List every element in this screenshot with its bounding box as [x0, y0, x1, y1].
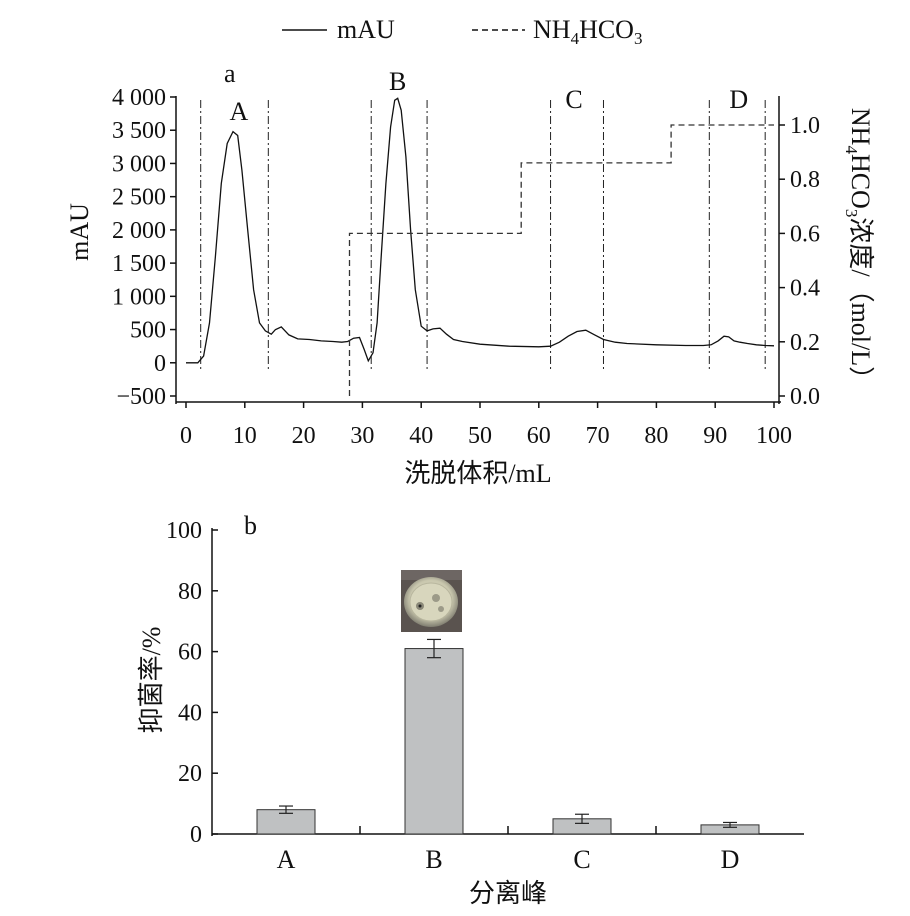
- y-tick-label: 80: [178, 579, 202, 605]
- y-left-tick-label: 500: [130, 318, 166, 344]
- y-right-tick-label: 0.6: [790, 221, 820, 247]
- y-right-tick-label: 0.0: [790, 384, 820, 410]
- legend: mAU NH4HCO3: [282, 15, 642, 48]
- x-category-label: A: [277, 845, 296, 874]
- panel-b-y-ticks: 100 80 60 40 20 0: [166, 518, 218, 848]
- panel-a-xlabel: 洗脱体积/mL: [404, 459, 551, 488]
- bar: [404, 648, 464, 835]
- x-tick-label: 30: [350, 423, 374, 449]
- x-category-label: B: [425, 845, 442, 874]
- y-tick-label: 0: [190, 822, 202, 848]
- legend-label-nh4hco3: NH4HCO3: [533, 15, 642, 48]
- y-tick-label: 60: [178, 640, 202, 666]
- panel-b-bars: [256, 638, 760, 835]
- panel-a-ylabel-left: mAU: [65, 203, 94, 261]
- y-right-tick-label: 1.0: [790, 113, 820, 139]
- x-tick-label: 60: [527, 423, 551, 449]
- panel-b-xlabel: 分离峰: [469, 879, 547, 908]
- y-left-tick-label: 4 000: [112, 85, 166, 111]
- y-left-tick-label: 1 000: [112, 284, 166, 310]
- x-tick-label: 20: [292, 423, 316, 449]
- y-left-tick-label: 2 500: [112, 185, 166, 211]
- peak-label: C: [565, 85, 582, 114]
- x-tick-label: 40: [409, 423, 433, 449]
- x-category-label: D: [721, 845, 740, 874]
- x-tick-label: 50: [468, 423, 492, 449]
- panel-a-letter: a: [224, 59, 236, 88]
- series-line-mau: [186, 97, 775, 364]
- panel-b-ylabel: 抑菌率/%: [137, 627, 166, 734]
- x-tick-label: 0: [180, 423, 192, 449]
- series-line-nh4hco3: [348, 124, 774, 396]
- petri-dish-photo: [401, 570, 462, 632]
- peak-label: B: [389, 67, 406, 96]
- y-left-tick-label: 1 500: [112, 251, 166, 277]
- panel-b-x-ticks: A B C D: [277, 826, 740, 874]
- panel-a-ylabel-right: NH4HCO3浓度/（mol/L）: [842, 108, 875, 392]
- y-left-tick-label: −500: [116, 384, 166, 410]
- y-left-tick-label: 2 000: [112, 218, 166, 244]
- x-tick-label: 100: [756, 423, 792, 449]
- x-tick-label: 90: [703, 423, 727, 449]
- x-tick-label: 10: [233, 423, 257, 449]
- y-left-tick-label: 3 500: [112, 118, 166, 144]
- legend-label-mau: mAU: [337, 15, 395, 44]
- panel-a-left-ticks: 4 000 3 500 3 000 2 500 2 000 1 500 1 000 500 0 −…: [112, 85, 176, 410]
- y-left-tick-label: 0: [154, 351, 166, 377]
- panel-b: b 100 80 60 40 20 0 A B C D 抑菌率/% 分离峰: [137, 511, 804, 908]
- y-right-tick-label: 0.8: [790, 167, 820, 193]
- y-right-tick-label: 0.4: [790, 276, 820, 302]
- panel-b-letter: b: [244, 511, 257, 540]
- y-right-tick-label: 0.2: [790, 330, 820, 356]
- panel-a-right-ticks: 1.0 0.8 0.6 0.4 0.2 0.0: [779, 113, 820, 410]
- panel-a-fraction-boundaries: [200, 100, 766, 372]
- panel-a-x-ticks: 0 10 20 30 40 50 60 70 80 90 100: [180, 402, 792, 449]
- peak-label: A: [230, 97, 249, 126]
- panel-a-peak-labels: A B C D: [230, 67, 749, 126]
- y-tick-label: 40: [178, 700, 202, 726]
- peak-label: D: [729, 85, 748, 114]
- x-category-label: C: [573, 845, 590, 874]
- y-left-tick-label: 3 000: [112, 151, 166, 177]
- y-tick-label: 20: [178, 761, 202, 787]
- panel-a: a 0 10 20 30 40 50 60 70 80 90 100 4 000 3 500 3 000…: [65, 59, 875, 488]
- x-tick-label: 70: [586, 423, 610, 449]
- x-tick-label: 80: [644, 423, 668, 449]
- y-tick-label: 100: [166, 518, 202, 544]
